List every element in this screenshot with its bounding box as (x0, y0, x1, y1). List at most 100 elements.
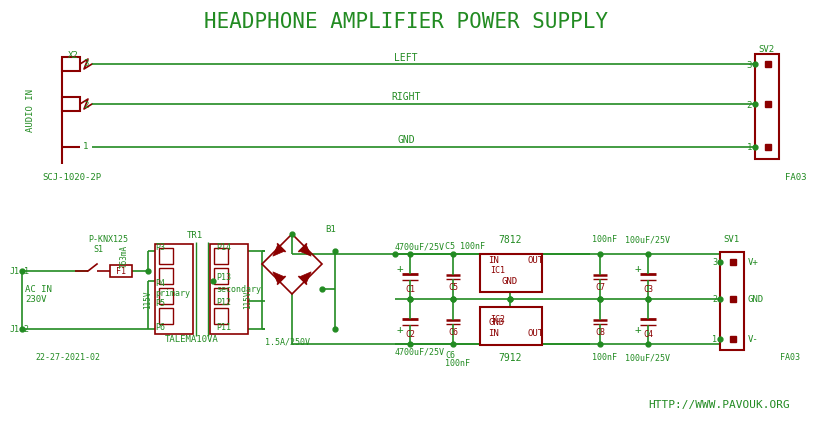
Text: GND: GND (502, 277, 518, 286)
Text: C5: C5 (448, 282, 458, 291)
Text: 100uF/25V: 100uF/25V (625, 353, 670, 362)
Text: IN: IN (488, 256, 498, 265)
Text: secondary: secondary (216, 285, 261, 294)
Text: FA03: FA03 (785, 173, 807, 182)
Text: +: + (397, 325, 403, 335)
Bar (214, 288, 228, 304)
Text: +: + (635, 264, 641, 274)
Bar (62, 98, 80, 112)
Text: RIGHT: RIGHT (391, 92, 420, 102)
Text: 3: 3 (712, 258, 717, 267)
Text: 115V: 115V (244, 290, 253, 308)
Polygon shape (299, 272, 311, 284)
Text: 100nF: 100nF (592, 353, 617, 362)
Text: P4: P4 (155, 279, 165, 288)
Text: P6: P6 (155, 323, 165, 332)
Text: AUDIO IN: AUDIO IN (25, 88, 34, 131)
Text: C5 100nF: C5 100nF (445, 242, 485, 251)
Text: LEFT: LEFT (394, 53, 418, 63)
Text: 2: 2 (712, 295, 717, 304)
Text: primary: primary (155, 289, 190, 298)
Text: F1: F1 (116, 267, 126, 276)
Text: P14: P14 (216, 243, 231, 252)
Text: HEADPHONE AMPLIFIER POWER SUPPLY: HEADPHONE AMPLIFIER POWER SUPPLY (204, 12, 608, 32)
Text: 100nF: 100nF (592, 235, 617, 244)
Text: IC1: IC1 (490, 266, 506, 275)
Text: P12: P12 (216, 298, 231, 307)
Text: TR1: TR1 (187, 231, 203, 240)
Text: J1-1: J1-1 (10, 267, 30, 276)
Text: 2: 2 (83, 100, 89, 109)
Text: V+: V+ (748, 258, 759, 267)
Text: +: + (397, 264, 403, 274)
Text: P-KNX125: P-KNX125 (88, 235, 128, 244)
Text: P11: P11 (216, 323, 231, 332)
Text: 4700uF/25V: 4700uF/25V (395, 242, 445, 251)
Text: TALEMA10VA: TALEMA10VA (165, 335, 219, 344)
Text: 100nF: 100nF (445, 359, 470, 368)
Text: SV2: SV2 (758, 46, 774, 55)
Polygon shape (273, 245, 285, 256)
Text: J1-2: J1-2 (10, 325, 30, 334)
Text: 4700uF/25V: 4700uF/25V (395, 347, 445, 356)
Text: 1: 1 (83, 142, 89, 151)
Text: C8: C8 (595, 327, 605, 336)
Text: 7912: 7912 (498, 352, 522, 362)
Text: C2: C2 (405, 329, 415, 338)
Text: C4: C4 (643, 329, 653, 338)
Text: C3: C3 (643, 284, 653, 294)
Text: GND: GND (748, 295, 764, 304)
Bar (155, 245, 193, 334)
Text: X2: X2 (68, 50, 79, 59)
Text: P5: P5 (155, 299, 165, 308)
Text: 115V: 115V (144, 290, 153, 308)
Polygon shape (273, 272, 285, 284)
Text: OUT: OUT (527, 329, 543, 338)
Text: HTTP://WWW.PAVOUK.ORG: HTTP://WWW.PAVOUK.ORG (648, 399, 790, 409)
Text: 1: 1 (746, 143, 752, 152)
Text: V-: V- (748, 335, 759, 344)
Text: IC2: IC2 (490, 315, 506, 324)
Bar (159, 248, 173, 265)
Bar (214, 308, 228, 324)
Text: +: + (635, 325, 641, 335)
Text: OUT: OUT (527, 256, 543, 265)
Text: P3: P3 (155, 243, 165, 252)
Text: 1: 1 (712, 335, 717, 344)
Text: SV1: SV1 (723, 235, 739, 244)
Bar (62, 58, 80, 72)
Bar (159, 268, 173, 284)
Text: 100uF/25V: 100uF/25V (625, 235, 670, 244)
Text: FA03: FA03 (780, 353, 800, 362)
Text: C7: C7 (595, 282, 605, 291)
Bar (755, 55, 779, 160)
Text: S1: S1 (93, 245, 103, 254)
Text: GND: GND (398, 135, 415, 145)
Text: 3: 3 (83, 59, 89, 68)
Bar (210, 245, 248, 334)
Bar (159, 308, 173, 324)
Text: GND: GND (488, 318, 504, 327)
Polygon shape (299, 245, 311, 256)
Text: 230V: 230V (25, 295, 46, 304)
Text: IN: IN (488, 329, 498, 338)
Bar (159, 288, 173, 304)
Bar (720, 253, 744, 350)
Text: AC IN: AC IN (25, 285, 52, 294)
Text: T63mA: T63mA (120, 244, 128, 267)
Bar (214, 248, 228, 265)
Bar (110, 265, 132, 277)
Text: C6: C6 (445, 351, 455, 360)
Text: 7812: 7812 (498, 234, 522, 245)
Text: B1: B1 (325, 225, 336, 234)
Text: 3: 3 (746, 60, 752, 69)
Text: 22-27-2021-02: 22-27-2021-02 (35, 353, 100, 362)
Text: C6: C6 (448, 327, 458, 336)
Text: 2: 2 (746, 100, 752, 109)
Text: 1.5A/250V: 1.5A/250V (265, 337, 310, 345)
Text: P13: P13 (216, 273, 231, 282)
Text: SCJ-1020-2P: SCJ-1020-2P (42, 173, 101, 182)
Bar (214, 268, 228, 284)
Bar (480, 254, 542, 292)
Bar (480, 307, 542, 345)
